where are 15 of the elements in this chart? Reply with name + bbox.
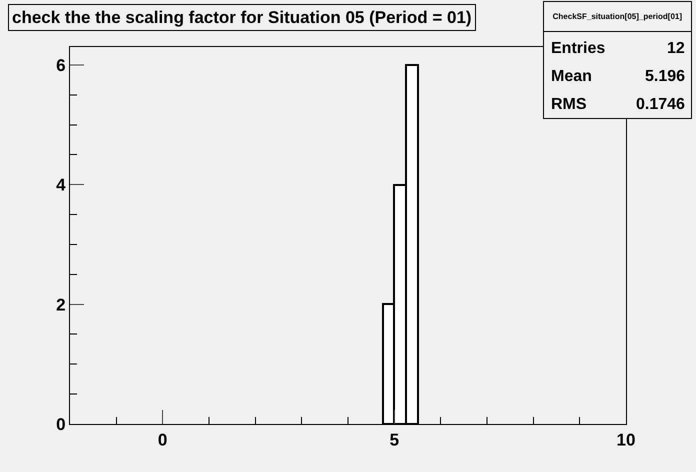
annotation: RMS	[551, 96, 587, 113]
text: 5.196	[645, 68, 686, 85]
annotation: Mean	[551, 68, 592, 85]
chart-title: check the the scaling factor for Situation 05 (Period = 01)	[12, 8, 472, 27]
text: CheckSF_situation[05]_period[01]	[552, 12, 682, 21]
text: 12	[667, 40, 685, 57]
annotation: Entries	[551, 40, 606, 57]
y-tick-label: 4	[56, 176, 66, 195]
y-tick-label: 6	[56, 56, 66, 75]
y-tick-label: 0	[56, 414, 66, 434]
x-tick-label: 10	[616, 430, 636, 450]
x-tick-label: 5	[390, 430, 400, 450]
y-tick-label: 2	[56, 295, 66, 314]
text: 0.1746	[636, 96, 686, 113]
x-tick-label: 0	[158, 430, 168, 450]
